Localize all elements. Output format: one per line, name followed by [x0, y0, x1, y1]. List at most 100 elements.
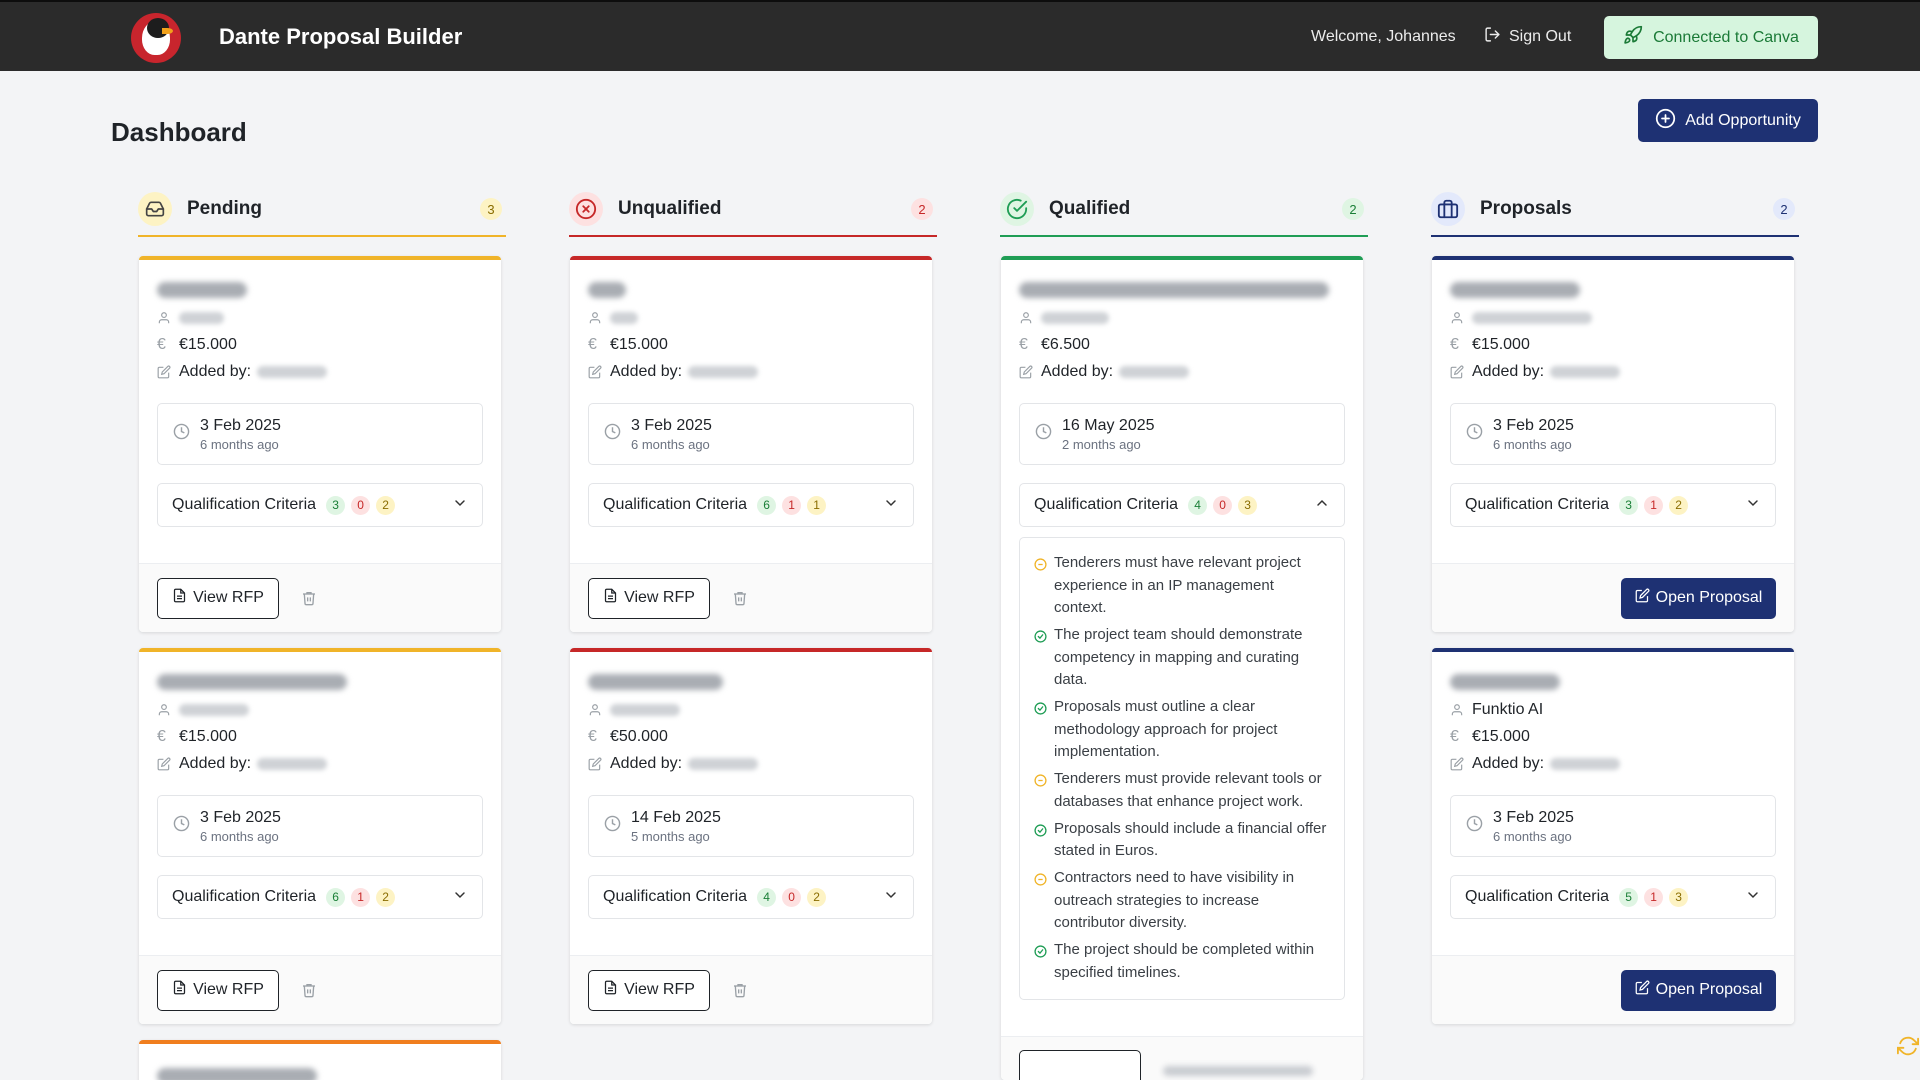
criteria-label: Qualification Criteria	[603, 496, 748, 513]
x-circle-icon	[569, 192, 603, 226]
warning-count-badge: 3	[1669, 887, 1689, 907]
open-proposal-button[interactable]: Open Proposal	[1621, 969, 1776, 1011]
sign-out-icon	[1484, 26, 1501, 48]
penguin-logo[interactable]	[131, 13, 181, 63]
user-icon	[157, 311, 179, 325]
add-opportunity-label: Add Opportunity	[1685, 111, 1801, 129]
column-header-unqualified: Unqualified 2	[569, 183, 937, 237]
criterion-item: The project should be completed within s…	[1034, 939, 1330, 984]
open-proposal-button[interactable]: Open Proposal	[1621, 577, 1776, 619]
refresh-icon[interactable]	[1897, 1035, 1919, 1062]
criterion-text: Tenderers must provide relevant tools or…	[1054, 770, 1322, 810]
opportunity-card[interactable]: € €15.000 Added by: 3 Feb 2025 6 months ag…	[139, 256, 501, 632]
column-count-badge: 2	[911, 198, 933, 220]
added-by-label: Added by:	[1472, 362, 1545, 380]
qualification-criteria-toggle[interactable]: Qualification Criteria 5 1 3	[1450, 875, 1776, 919]
opportunity-title-redacted	[588, 282, 626, 298]
euro-icon: €	[588, 727, 597, 745]
date-box: 3 Feb 2025 6 months ago	[588, 403, 914, 465]
trash-icon[interactable]	[301, 590, 317, 606]
client-redacted	[1041, 311, 1109, 324]
canva-label: Connected to Canva	[1653, 28, 1799, 46]
chevron-down-icon	[452, 495, 468, 516]
opportunity-card[interactable]: € €15.000 Added by: 3 Feb 2025 6 months ag…	[1432, 256, 1794, 632]
clock-icon	[1466, 423, 1483, 445]
welcome-text: Welcome, Johannes	[1311, 28, 1456, 45]
added-by-label: Added by:	[1472, 754, 1545, 772]
unmet-count-badge: 1	[1644, 495, 1664, 515]
date: 3 Feb 2025	[1493, 416, 1574, 434]
criterion-text: Contractors need to have visibility in o…	[1054, 869, 1295, 931]
qualification-criteria-toggle[interactable]: Qualification Criteria 6 1 1	[588, 483, 914, 527]
criteria-label: Qualification Criteria	[1465, 888, 1610, 905]
relative-date: 6 months ago	[200, 436, 279, 452]
euro-icon: €	[157, 335, 166, 353]
qualification-criteria-toggle[interactable]: Qualification Criteria 3 0 2	[157, 483, 483, 527]
client-redacted	[1472, 311, 1592, 324]
view-rfp-button[interactable]: View RFP	[157, 969, 279, 1011]
criteria-label: Qualification Criteria	[172, 496, 317, 513]
user-icon	[157, 703, 179, 717]
canva-connection-button[interactable]: Connected to Canva	[1604, 16, 1818, 59]
check-circle-icon	[1000, 192, 1034, 226]
opportunity-title-redacted	[588, 674, 723, 690]
opportunity-card[interactable]: € €15.000 Added by: 3 Feb 2025 6 months ag…	[139, 648, 501, 1024]
date-box: 3 Feb 2025 6 months ago	[157, 403, 483, 465]
qualification-criteria-toggle[interactable]: Qualification Criteria 6 1 2	[157, 875, 483, 919]
view-rfp-button[interactable]: View RFP	[588, 577, 710, 619]
unmet-count-badge: 1	[1644, 887, 1664, 907]
euro-icon: €	[1019, 335, 1028, 353]
criterion-item: Proposals must outline a clear methodolo…	[1034, 696, 1330, 764]
qualification-criteria-toggle[interactable]: Qualification Criteria 3 1 2	[1450, 483, 1776, 527]
added-by-label: Added by:	[1041, 362, 1114, 380]
user-icon	[1450, 703, 1472, 717]
date-box: 3 Feb 2025 6 months ago	[1450, 403, 1776, 465]
add-opportunity-button[interactable]: Add Opportunity	[1638, 99, 1818, 142]
added-by-label: Added by:	[610, 754, 683, 772]
qualification-criteria-toggle[interactable]: Qualification Criteria 4 0 2	[588, 875, 914, 919]
opportunity-title-redacted	[157, 1068, 317, 1080]
view-rfp-button[interactable]	[1019, 1050, 1141, 1080]
opportunity-card[interactable]: € €50.000 Added by: 14 Feb 2025 5 months a…	[570, 648, 932, 1024]
chevron-down-icon	[883, 887, 899, 908]
relative-date: 6 months ago	[1493, 828, 1572, 844]
trash-icon[interactable]	[732, 982, 748, 998]
added-by-redacted	[1550, 365, 1621, 378]
column-header-proposals: Proposals 2	[1431, 183, 1799, 237]
client-redacted	[179, 703, 249, 716]
qualification-criteria-toggle[interactable]: Qualification Criteria 4 0 3	[1019, 483, 1345, 527]
trash-icon[interactable]	[732, 590, 748, 606]
warning-circle-icon	[1034, 867, 1054, 935]
chevron-down-icon	[1745, 495, 1761, 516]
client-name: Funktio AI	[1472, 700, 1544, 718]
edit-icon	[1450, 757, 1472, 771]
column-header-pending: Pending 3	[138, 183, 506, 237]
opportunity-title-redacted	[157, 282, 247, 298]
page-title: Dashboard	[111, 117, 247, 147]
amount: €15.000	[179, 335, 237, 353]
edit-icon	[1450, 365, 1472, 379]
opportunity-card[interactable]: Funktio AI € €15.000 Added by: 3 Feb 2025…	[1432, 648, 1794, 1024]
chevron-up-icon	[1314, 495, 1330, 516]
file-icon	[603, 980, 618, 1000]
opportunity-card[interactable]	[139, 1040, 501, 1080]
opportunity-title-redacted	[157, 674, 347, 690]
unmet-count-badge: 0	[782, 887, 802, 907]
sign-out-button[interactable]: Sign Out	[1484, 26, 1571, 48]
trash-icon[interactable]	[301, 982, 317, 998]
view-rfp-label: View RFP	[624, 589, 695, 606]
unmet-count-badge: 1	[351, 887, 371, 907]
column-header-qualified: Qualified 2	[1000, 183, 1368, 237]
opportunity-card[interactable]: € €6.500 Added by: 16 May 2025 2 months ag…	[1001, 256, 1363, 1080]
warning-count-badge: 3	[1238, 495, 1258, 515]
criterion-text: The project team should demonstrate comp…	[1054, 626, 1303, 688]
added-by-redacted	[257, 365, 328, 378]
view-rfp-button[interactable]: View RFP	[157, 577, 279, 619]
chevron-down-icon	[1745, 887, 1761, 908]
criterion-text: Proposals must outline a clear methodolo…	[1054, 698, 1278, 760]
warning-circle-icon	[1034, 768, 1054, 813]
view-rfp-button[interactable]: View RFP	[588, 969, 710, 1011]
amount: €15.000	[1472, 727, 1530, 745]
opportunity-card[interactable]: € €15.000 Added by: 3 Feb 2025 6 months ag…	[570, 256, 932, 632]
met-count-badge: 4	[757, 887, 777, 907]
